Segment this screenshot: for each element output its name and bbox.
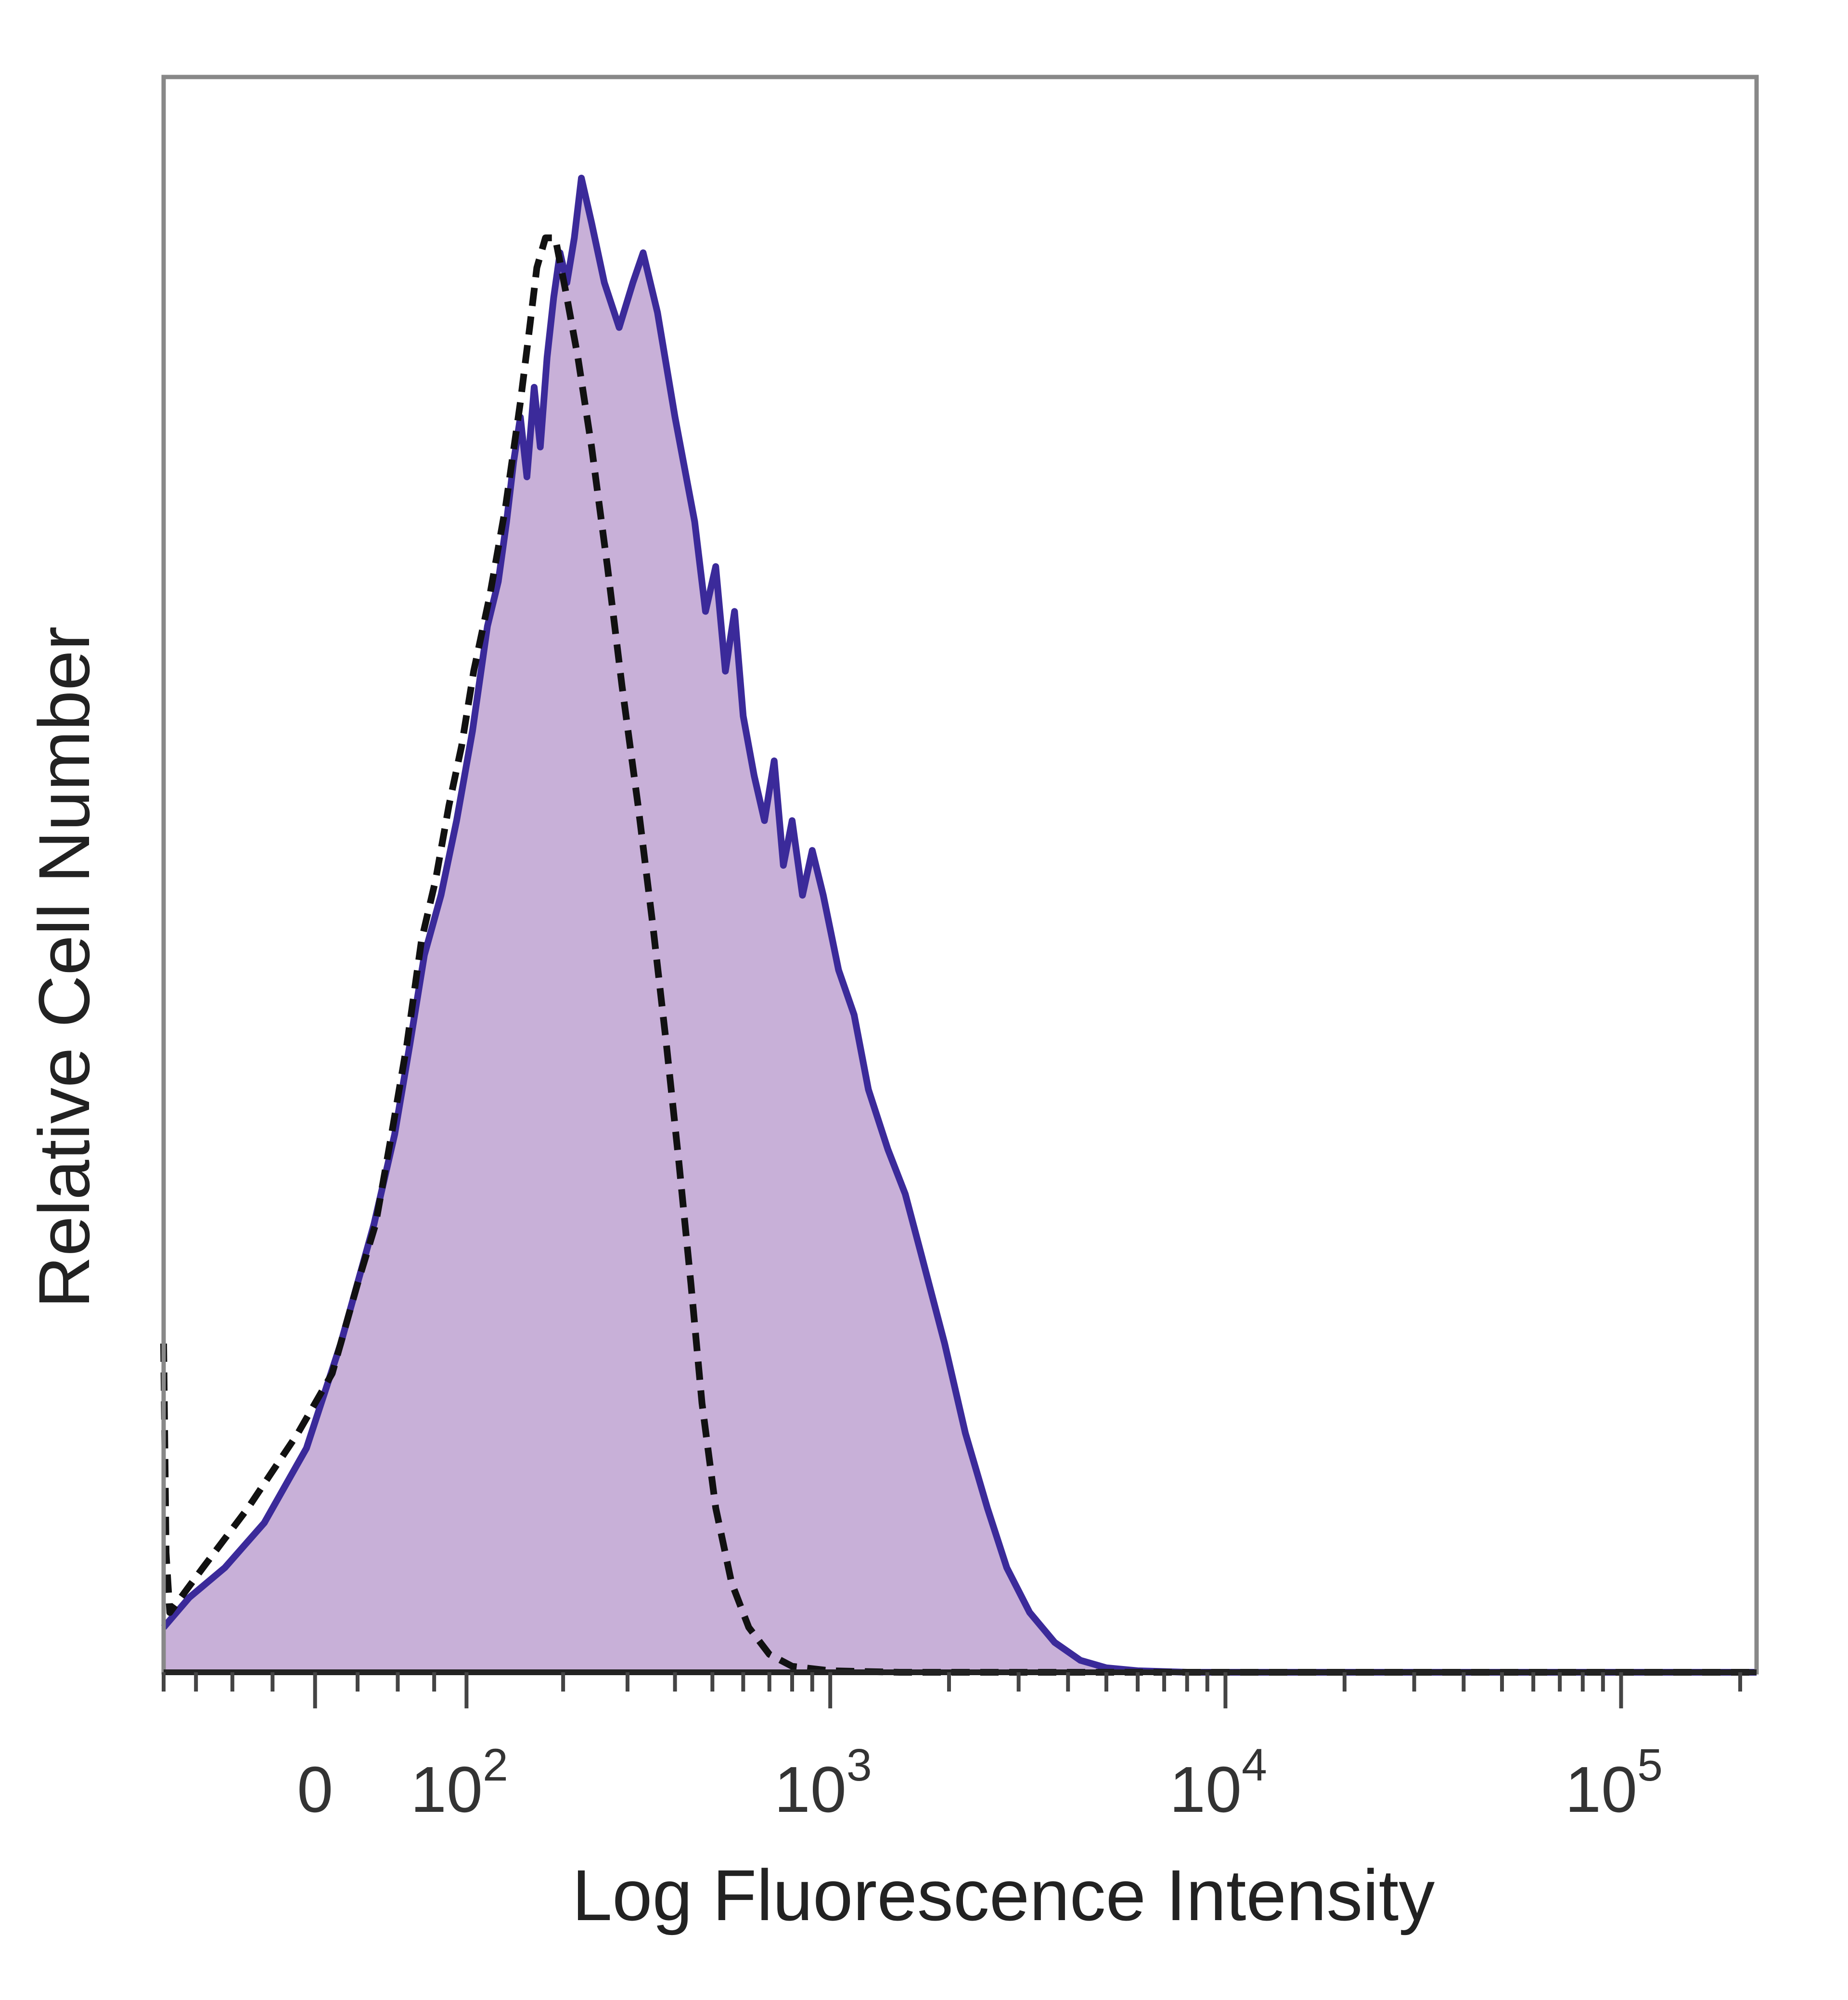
x-tick-label: 103 (774, 1740, 872, 1826)
y-axis-title: Relative Cell Number (24, 626, 104, 1308)
plot-area: 0 102 103 104 105 (160, 75, 1759, 1826)
x-tick-label: 104 (1169, 1740, 1267, 1826)
series-0-fill (164, 178, 1757, 1672)
x-tick-label: 102 (411, 1740, 508, 1826)
x-axis-title: Log Fluorescence Intensity (572, 1855, 1435, 1936)
series-0-outline (161, 175, 1757, 1676)
series-1-dashed-line (160, 234, 1757, 1676)
x-tick-label: 0 (297, 1753, 333, 1826)
x-axis-ticks: 0 102 103 104 105 (162, 1672, 1742, 1826)
series-layer (160, 175, 1757, 1676)
x-tick-label: 105 (1565, 1740, 1663, 1826)
